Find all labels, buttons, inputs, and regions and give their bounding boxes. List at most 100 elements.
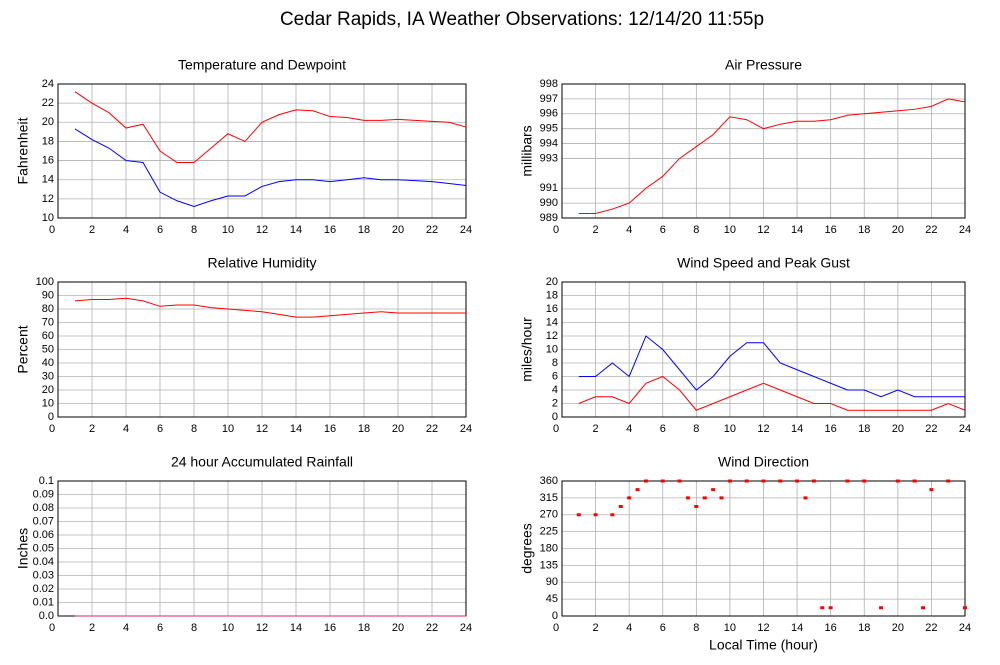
data-point <box>576 513 581 517</box>
y-tick-label: 16 <box>42 154 54 166</box>
y-tick-label: 40 <box>42 357 54 369</box>
data-point <box>643 479 648 483</box>
y-tick-label: 991 <box>540 182 558 194</box>
x-tick-label: 24 <box>460 423 472 435</box>
x-tick-label: 10 <box>222 423 234 435</box>
y-tick-label: 45 <box>546 593 558 605</box>
x-tick-label: 16 <box>825 224 837 236</box>
x-tick-label: 4 <box>123 224 129 236</box>
x-tick-label: 6 <box>157 224 163 236</box>
y-tick-label: 993 <box>540 152 558 164</box>
x-tick-label: 10 <box>724 622 736 634</box>
y-tick-label: 4 <box>552 384 558 396</box>
x-tick-label: 22 <box>426 224 438 236</box>
x-tick-label: 14 <box>290 622 302 634</box>
y-tick-label: 0.1 <box>39 475 54 487</box>
data-point <box>921 606 926 610</box>
data-point <box>963 606 967 610</box>
data-line <box>578 98 966 215</box>
chart-title: Temperature and Dewpoint <box>178 57 346 73</box>
y-tick-label: 50 <box>42 343 54 355</box>
y-tick-label: 0.05 <box>33 542 54 554</box>
data-point <box>702 496 707 500</box>
data-point <box>795 479 800 483</box>
data-point <box>694 505 699 508</box>
x-tick-label: 4 <box>626 622 632 634</box>
y-tick-label: 22 <box>42 97 54 109</box>
y-tick-label: 10 <box>42 397 54 409</box>
data-point <box>727 479 732 483</box>
data-line <box>74 297 466 318</box>
y-tick-label: 90 <box>42 289 54 301</box>
data-line <box>578 335 965 398</box>
y-tick-label: 14 <box>546 316 558 328</box>
y-axis-label: millibars <box>519 125 535 176</box>
y-tick-label: 24 <box>42 78 54 90</box>
x-tick-label: 6 <box>660 622 666 634</box>
y-axis-label: Fahrenheit <box>15 117 31 184</box>
y-tick-label: 180 <box>540 542 558 554</box>
y-tick-label: 6 <box>552 370 558 382</box>
data-point <box>778 479 783 483</box>
data-point <box>677 479 682 483</box>
x-tick-label: 10 <box>724 224 736 236</box>
data-point <box>803 496 808 500</box>
y-tick-label: 18 <box>546 289 558 301</box>
y-tick-label: 18 <box>42 135 54 147</box>
data-point <box>744 479 749 483</box>
chart-title: 24 hour Accumulated Rainfall <box>171 454 353 470</box>
plot-frame <box>561 281 966 418</box>
data-point <box>618 505 623 508</box>
x-tick-label: 22 <box>426 423 438 435</box>
y-tick-label: 8 <box>552 357 558 369</box>
y-tick-label: 80 <box>42 303 54 315</box>
y-tick-label: 989 <box>540 212 558 224</box>
y-axis-label: Inches <box>15 528 31 569</box>
y-tick-label: 0.0 <box>39 610 54 622</box>
y-tick-label: 0.06 <box>33 529 54 541</box>
y-tick-label: 0.04 <box>33 556 54 568</box>
data-point <box>946 479 951 483</box>
y-tick-label: 135 <box>540 559 558 571</box>
x-tick-label: 24 <box>959 622 971 634</box>
data-point <box>635 488 640 492</box>
y-axis-label: Percent <box>15 325 31 373</box>
x-tick-label: 20 <box>392 622 404 634</box>
x-tick-label: 12 <box>757 622 769 634</box>
y-tick-label: 20 <box>42 384 54 396</box>
x-tick-label: 0 <box>49 622 55 634</box>
data-point <box>862 479 867 483</box>
data-point <box>761 479 766 483</box>
data-point <box>660 479 665 483</box>
x-tick-label: 16 <box>825 423 837 435</box>
data-point <box>685 496 690 500</box>
chart-title: Relative Humidity <box>208 255 317 271</box>
x-tick-label: 14 <box>791 622 803 634</box>
data-point <box>845 479 850 483</box>
y-tick-label: 12 <box>546 330 558 342</box>
x-tick-label: 24 <box>959 224 971 236</box>
x-tick-label: 18 <box>358 224 370 236</box>
x-tick-label: 20 <box>392 224 404 236</box>
y-tick-label: 30 <box>42 370 54 382</box>
y-tick-label: 996 <box>540 108 558 120</box>
data-point <box>593 513 598 517</box>
x-tick-label: 10 <box>724 423 736 435</box>
x-tick-label: 20 <box>892 622 904 634</box>
x-tick-label: 24 <box>460 622 472 634</box>
data-line <box>74 91 467 163</box>
x-tick-label: 2 <box>89 224 95 236</box>
y-tick-label: 0.02 <box>33 583 54 595</box>
x-tick-label: 20 <box>892 423 904 435</box>
x-tick-label: 2 <box>89 423 95 435</box>
x-tick-label: 0 <box>553 224 559 236</box>
x-tick-label: 16 <box>324 622 336 634</box>
y-axis-label: miles/hour <box>519 317 535 382</box>
x-tick-label: 12 <box>757 224 769 236</box>
x-tick-label: 12 <box>256 423 268 435</box>
data-point <box>711 488 716 492</box>
plot-frame <box>561 83 966 219</box>
data-point <box>929 488 934 492</box>
data-line <box>74 128 467 208</box>
x-tick-label: 0 <box>49 224 55 236</box>
